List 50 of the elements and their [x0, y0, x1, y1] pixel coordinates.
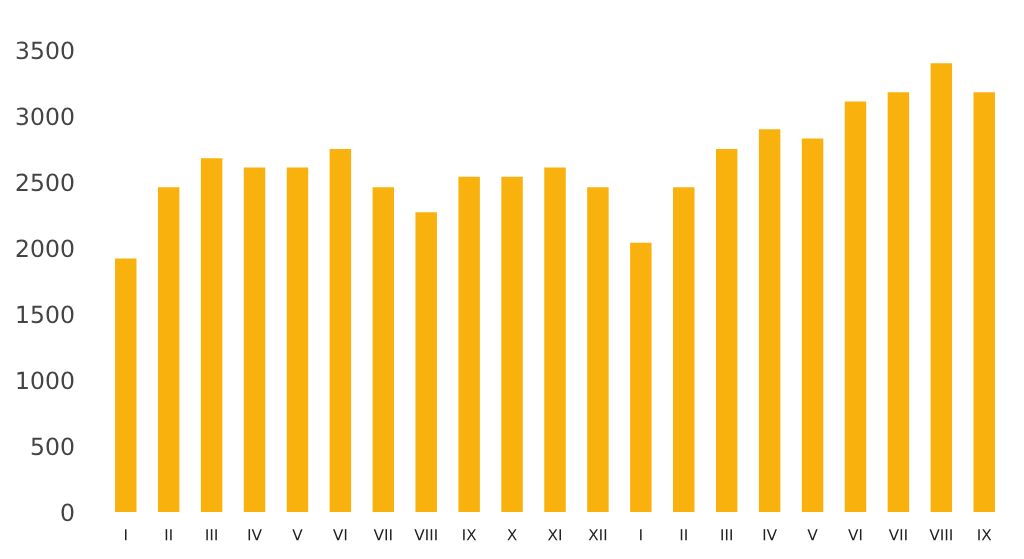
x-tick-label: III	[206, 529, 217, 541]
x-tick-label: X	[507, 529, 517, 541]
x-tick-label: VI	[848, 529, 862, 541]
y-tick-label: 3500	[16, 41, 74, 60]
bar	[758, 129, 781, 512]
bar	[673, 187, 695, 512]
bar	[243, 167, 266, 512]
y-tick-label: 1000	[17, 371, 74, 390]
x-tick-label: VII	[888, 529, 907, 541]
x-tick-label: III	[721, 529, 732, 541]
y-tick-label: 1500	[17, 305, 74, 324]
bar	[458, 176, 480, 512]
bar	[887, 92, 910, 512]
bar	[329, 149, 352, 512]
x-tick-label: IX	[978, 529, 992, 541]
bar	[630, 242, 652, 512]
bar	[587, 187, 609, 512]
x-tick-label: IV	[248, 529, 262, 541]
bar	[930, 63, 953, 512]
x-tick-label: IV	[763, 529, 777, 541]
x-tick-label: VIII	[414, 529, 437, 541]
bar	[801, 138, 824, 512]
bar	[501, 176, 523, 512]
y-tick-label: 500	[31, 437, 74, 456]
y-tick-label: 0	[61, 503, 74, 522]
bar	[844, 101, 867, 512]
y-tick-label: 2500	[16, 173, 74, 192]
x-tick-label: I	[640, 529, 642, 541]
x-tick-label: VII	[373, 529, 392, 541]
bar	[372, 187, 395, 512]
x-tick-label: II	[680, 529, 687, 541]
x-tick-label: II	[165, 529, 172, 541]
bar	[200, 158, 223, 512]
x-tick-label: I	[125, 529, 127, 541]
x-tick-label: V	[292, 529, 303, 541]
bar	[973, 92, 995, 512]
bar	[544, 167, 566, 512]
bar	[415, 212, 437, 512]
x-tick-label: VI	[333, 529, 347, 541]
x-tick-label: XI	[547, 529, 561, 541]
bar	[715, 149, 738, 512]
bar	[157, 187, 180, 512]
x-tick-label: V	[807, 529, 818, 541]
y-tick-label: 2000	[16, 239, 74, 258]
bar	[115, 258, 137, 512]
bar	[286, 167, 309, 512]
x-tick-label: IX	[463, 529, 477, 541]
x-tick-label: XII	[588, 529, 607, 541]
x-tick-label: VIII	[929, 529, 952, 541]
y-tick-label: 3000	[16, 107, 74, 126]
